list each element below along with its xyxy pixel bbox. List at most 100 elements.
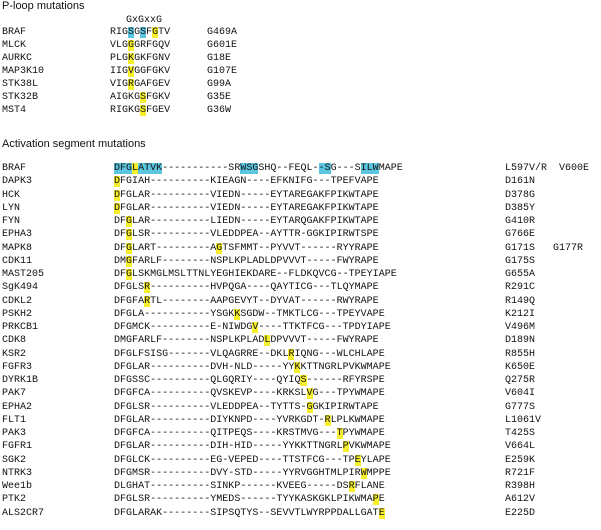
residue: N xyxy=(288,176,295,188)
residue: - xyxy=(186,507,193,519)
residue: G xyxy=(312,348,319,360)
mutation-label: G777S xyxy=(505,401,536,413)
residue: R xyxy=(144,255,151,267)
residue: L xyxy=(348,507,355,519)
residue: I xyxy=(216,414,223,426)
residue: K xyxy=(354,361,361,373)
residue: P xyxy=(240,401,247,413)
residue: - xyxy=(192,322,199,333)
residue: D xyxy=(258,335,265,347)
residue: A xyxy=(140,79,147,90)
residue: Y xyxy=(282,282,289,294)
residue: G xyxy=(324,441,331,453)
residue: D xyxy=(306,414,313,426)
residue: G xyxy=(126,507,133,519)
residue: L xyxy=(216,401,223,413)
residue: G xyxy=(126,467,133,479)
residue: D xyxy=(210,441,217,453)
residue: Y xyxy=(348,282,355,294)
residue: F xyxy=(146,40,153,51)
residue: K xyxy=(318,189,325,201)
residue: H xyxy=(144,176,151,188)
kinase-name: DAPK3 xyxy=(2,176,33,188)
residue: L xyxy=(132,507,139,519)
mutation-label: G469A xyxy=(207,27,238,38)
residue: A xyxy=(252,335,259,347)
residue: E xyxy=(378,507,385,519)
residue: S xyxy=(140,92,147,103)
residue: P xyxy=(372,375,379,386)
mutation-label: D161N xyxy=(505,176,536,188)
residue: P xyxy=(330,229,337,241)
residue: - xyxy=(258,401,265,413)
residue: T xyxy=(354,216,361,227)
residue: K xyxy=(354,441,361,453)
residue: L xyxy=(300,507,307,519)
residue: Y xyxy=(276,189,283,201)
residue: - xyxy=(246,282,253,294)
residue: - xyxy=(174,428,181,439)
residue: D xyxy=(270,348,277,360)
residue: D xyxy=(252,308,259,320)
residue: - xyxy=(198,375,205,386)
residue: R xyxy=(144,335,151,347)
residue: A xyxy=(138,295,145,307)
residue: - xyxy=(270,388,277,400)
residue: W xyxy=(342,255,349,267)
residue: - xyxy=(186,282,193,294)
residue: K xyxy=(234,255,241,267)
residue: P xyxy=(336,414,343,426)
residue: F xyxy=(120,176,127,188)
residue: - xyxy=(270,361,277,373)
residue: T xyxy=(294,308,301,320)
mutation-label: L1061V xyxy=(505,414,542,426)
residue: L xyxy=(282,348,289,360)
residue: - xyxy=(270,481,277,492)
residue: - xyxy=(150,202,157,214)
residue: I xyxy=(240,441,247,453)
residue: G xyxy=(252,163,259,174)
mutation-label: G655A xyxy=(505,269,536,280)
residue: H xyxy=(234,441,241,453)
residue: - xyxy=(180,335,187,347)
residue: F xyxy=(120,361,127,373)
residue: S xyxy=(324,163,331,174)
residue: K xyxy=(128,53,135,64)
residue: A xyxy=(360,202,367,214)
residue: - xyxy=(306,255,313,267)
residue: - xyxy=(162,481,169,492)
residue: - xyxy=(168,388,175,400)
residue: - xyxy=(324,176,331,188)
residue: S xyxy=(216,335,223,347)
residue: Y xyxy=(282,361,289,373)
residue: W xyxy=(360,361,367,373)
kinase-name: PTK2 xyxy=(2,494,27,506)
residue: - xyxy=(258,348,265,360)
residue: A xyxy=(228,176,235,188)
residue: T xyxy=(240,507,247,519)
residue: F xyxy=(324,216,331,227)
residue: G xyxy=(330,269,337,280)
residue: Q xyxy=(300,216,307,227)
residue: F xyxy=(288,163,295,174)
residue: - xyxy=(204,441,211,453)
residue: E xyxy=(300,202,307,214)
residue: I xyxy=(294,176,301,188)
residue: P xyxy=(222,282,229,294)
residue: - xyxy=(204,308,211,320)
residue: - xyxy=(258,454,265,466)
residue: Q xyxy=(222,348,229,360)
residue: P xyxy=(330,216,337,227)
residue: T xyxy=(282,229,289,241)
residue: T xyxy=(192,269,199,280)
residue: M xyxy=(168,269,175,280)
residue: - xyxy=(204,348,211,360)
residue: R xyxy=(110,105,117,116)
residue: M xyxy=(378,163,385,174)
residue: E xyxy=(246,454,253,466)
residue: - xyxy=(168,467,175,479)
kinase-name: LYN xyxy=(2,202,21,214)
residue: - xyxy=(204,494,211,506)
sequence: DLGHAT----------SINKP------KVEEG-----DSR… xyxy=(114,481,385,493)
residue: D xyxy=(114,414,121,426)
